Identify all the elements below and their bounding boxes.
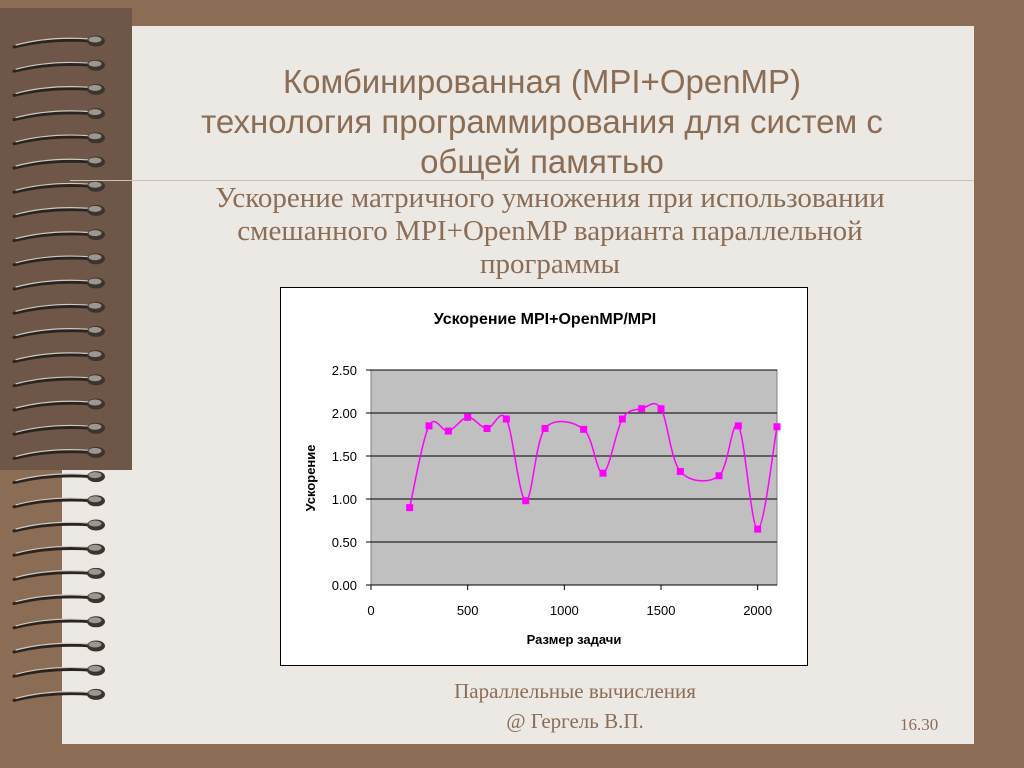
data-point-marker [502, 415, 510, 423]
spiral-binding [12, 35, 105, 702]
grid-lines [371, 369, 777, 543]
data-point-marker [483, 424, 491, 432]
data-point-marker [754, 525, 762, 533]
plot-area [370, 369, 778, 586]
y-axis-ticks: 0.00 0.50 1.00 1.50 2.00 2.50 [332, 363, 371, 593]
footer-course: Параллельные вычисления [454, 679, 696, 703]
title-line: Комбинированная (MPI+OpenMP) [282, 63, 802, 100]
y-tick-label: 1.50 [332, 449, 357, 464]
spiral-ring [12, 664, 105, 678]
data-point-marker [541, 424, 549, 432]
data-point-marker [599, 469, 607, 477]
spiral-ring [12, 35, 105, 49]
spiral-ring [12, 180, 105, 194]
data-point-marker [638, 405, 646, 413]
title-line: технология программирования для систем с [201, 103, 883, 140]
subtitle-line: смешанного MPI+OpenMP варианта параллель… [237, 215, 863, 247]
chart-title: Ускорение MPI+OpenMP/MPI [434, 311, 657, 328]
data-point-marker [522, 497, 530, 505]
spiral-ring [12, 640, 105, 654]
slide-number: 16.30 [900, 715, 939, 734]
spiral-ring [12, 446, 105, 460]
x-tick-label: 1000 [550, 603, 579, 618]
spiral-ring [12, 495, 105, 509]
data-point-marker [406, 504, 414, 512]
chart-container: Ускорение MPI+OpenMP/MPI 0.00 0.50 1.00 1.5… [280, 287, 808, 666]
y-tick-label: 2.50 [332, 363, 357, 378]
spiral-ring [12, 83, 105, 97]
spiral-ring [12, 519, 105, 533]
spiral-ring [12, 471, 105, 485]
x-tick-label: 1500 [647, 603, 676, 618]
spiral-ring [12, 592, 105, 606]
spiral-ring [12, 567, 105, 581]
spiral-ring [12, 253, 105, 267]
spiral-ring [12, 398, 105, 412]
data-point-marker [464, 413, 472, 421]
subtitle-line: Ускорение матричного умножения при испол… [215, 182, 885, 214]
x-tick-label: 500 [457, 603, 479, 618]
data-point-marker [425, 422, 433, 430]
spiral-ring [12, 422, 105, 436]
spiral-ring [12, 543, 105, 557]
spiral-ring [12, 616, 105, 630]
data-series [406, 402, 781, 533]
spiral-ring [12, 277, 105, 291]
spiral-ring [12, 132, 105, 146]
data-point-marker [618, 415, 626, 423]
spiral-ring [12, 374, 105, 388]
spiral-ring [12, 229, 105, 243]
slide-footer: Параллельные вычисления @ Гергель В.П. [380, 676, 770, 736]
speedup-chart: Ускорение MPI+OpenMP/MPI 0.00 0.50 1.00 1.5… [303, 311, 781, 647]
footer-author: @ Гергель В.П. [506, 709, 644, 733]
subtitle-line: программы [480, 248, 620, 280]
title-line: общей памятью [420, 143, 664, 180]
spiral-ring [12, 204, 105, 218]
data-point-marker [580, 425, 588, 433]
spiral-ring [12, 108, 105, 122]
y-tick-label: 0.50 [332, 535, 357, 550]
x-axis-label: Размер задачи [527, 632, 622, 647]
data-point-marker [676, 467, 684, 475]
spiral-ring [12, 59, 105, 73]
x-axis-ticks: 0 500 1000 1500 2000 [367, 585, 772, 618]
data-point-marker [657, 405, 665, 413]
data-point-marker [715, 472, 723, 480]
slide-title: Комбинированная (MPI+OpenMP) технология … [118, 62, 966, 182]
x-tick-label: 0 [367, 603, 374, 618]
spiral-ring [12, 156, 105, 170]
spiral-ring [12, 350, 105, 364]
data-point-marker [734, 422, 742, 430]
title-divider [70, 180, 974, 181]
y-axis-label: Ускорение [303, 444, 318, 511]
data-point-marker [773, 423, 781, 431]
y-tick-label: 2.00 [332, 406, 357, 421]
spiral-ring [12, 688, 105, 702]
spiral-ring [12, 301, 105, 315]
spiral-ring [12, 325, 105, 339]
y-tick-label: 1.00 [332, 492, 357, 507]
y-tick-label: 0.00 [332, 578, 357, 593]
data-point-marker [444, 427, 452, 435]
slide-subtitle: Ускорение матричного умножения при испол… [150, 182, 950, 281]
x-tick-label: 2000 [743, 603, 772, 618]
